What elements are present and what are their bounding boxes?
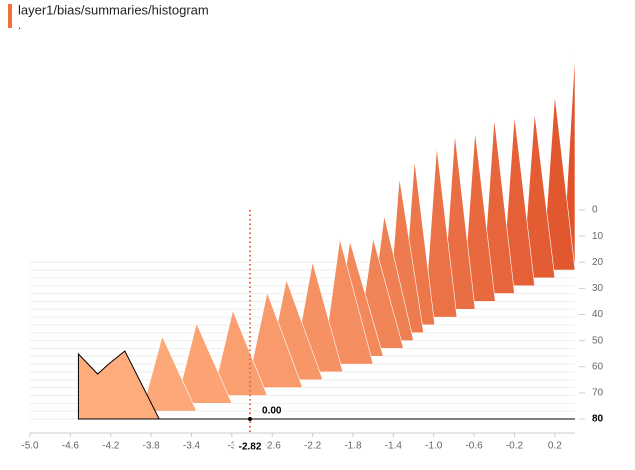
x-tick-label: -1.0 bbox=[425, 441, 443, 452]
histogram-area bbox=[246, 291, 303, 388]
y-tick-label: 60 bbox=[592, 361, 604, 372]
histogram-area bbox=[522, 112, 556, 279]
histogram-area bbox=[424, 147, 458, 318]
y-tick-label: 70 bbox=[592, 388, 604, 399]
y-tick-label: 80 bbox=[592, 414, 604, 425]
y-tick-label: 20 bbox=[592, 257, 604, 268]
x-tick-label: -5.0 bbox=[21, 441, 39, 452]
x-tick-label: 0.2 bbox=[548, 441, 562, 452]
hover-x-box bbox=[234, 439, 267, 453]
x-tick-label: -4.2 bbox=[102, 441, 120, 452]
chart-subtitle: . bbox=[18, 20, 21, 32]
x-tick-label: -1.4 bbox=[385, 441, 403, 452]
y-tick-label: 50 bbox=[592, 335, 604, 346]
x-tick-label: -2.6 bbox=[264, 441, 282, 452]
x-tick-label: -0.2 bbox=[506, 441, 524, 452]
histogram-area bbox=[212, 309, 268, 396]
histogram-area bbox=[322, 239, 374, 365]
histogram-area bbox=[502, 115, 535, 287]
title-bar bbox=[8, 4, 12, 28]
y-tick-label: 30 bbox=[592, 283, 604, 294]
x-tick-label: -4.6 bbox=[62, 441, 80, 452]
histogram-area bbox=[542, 95, 576, 271]
y-tick-label: 0 bbox=[592, 205, 598, 216]
y-tick-label: 40 bbox=[592, 309, 604, 320]
x-tick-label: -3 bbox=[227, 441, 236, 452]
hover-count-label: 0.00 bbox=[262, 406, 282, 417]
histogram-area bbox=[175, 322, 233, 404]
x-tick-label: -3.4 bbox=[183, 441, 201, 452]
hover-x-label: -2.82 bbox=[239, 442, 262, 453]
histogram-area bbox=[141, 335, 197, 412]
hover-point bbox=[248, 417, 253, 421]
histogram-area bbox=[462, 131, 496, 302]
chart-title: layer1/bias/summaries/histogram bbox=[18, 2, 209, 17]
y-tick-label: 10 bbox=[592, 231, 604, 242]
histogram-area bbox=[77, 350, 160, 420]
x-tick-label: -3.8 bbox=[142, 441, 160, 452]
x-tick-label: -1.8 bbox=[344, 441, 362, 452]
x-tick-label: -0.6 bbox=[465, 441, 483, 452]
x-tick-label: -2.2 bbox=[304, 441, 322, 452]
histogram-area bbox=[481, 118, 515, 294]
